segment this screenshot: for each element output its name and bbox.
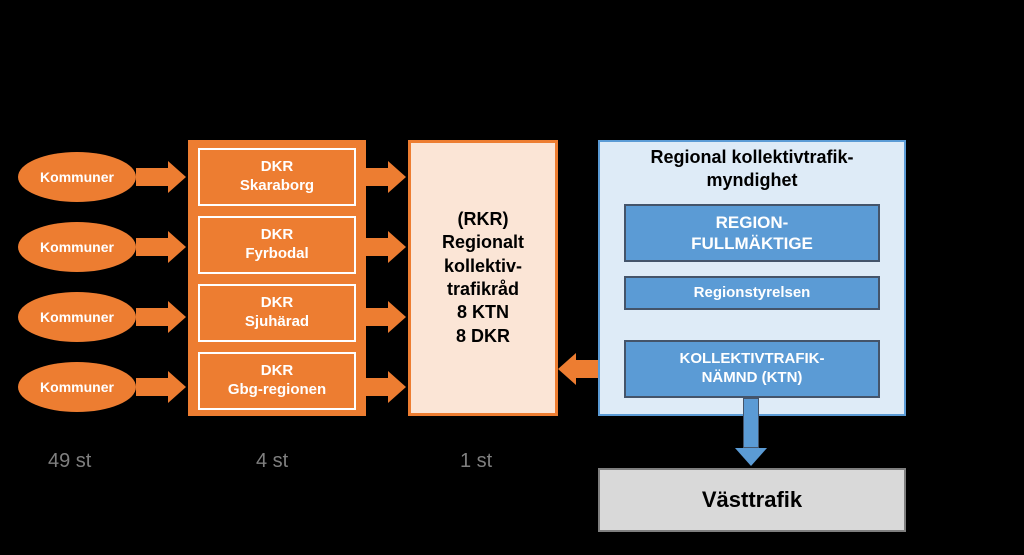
kommuner-label: Kommuner bbox=[40, 379, 114, 395]
arrow-dkr-to-rkr bbox=[366, 238, 406, 256]
kommuner-oval: Kommuner bbox=[18, 292, 136, 342]
rkr-line: 8 DKR bbox=[456, 325, 510, 348]
dkr-line1: DKR bbox=[261, 158, 294, 177]
dkr-line2: Skaraborg bbox=[240, 177, 314, 196]
rkr-line: 8 KTN bbox=[457, 301, 509, 324]
dkr-line2: Fyrbodal bbox=[245, 245, 308, 264]
region-inner-box: REGION-FULLMÄKTIGE bbox=[624, 204, 880, 262]
dkr-line1: DKR bbox=[261, 294, 294, 313]
dkr-box: DKRSkaraborg bbox=[198, 148, 356, 206]
kommuner-oval: Kommuner bbox=[18, 362, 136, 412]
count-label: 49 st bbox=[48, 450, 91, 473]
kommuner-oval: Kommuner bbox=[18, 222, 136, 272]
arrow-dkr-to-rkr bbox=[366, 378, 406, 396]
arrow-kom-to-dkr bbox=[136, 168, 186, 186]
kommuner-label: Kommuner bbox=[40, 239, 114, 255]
arrow-dkr-to-rkr bbox=[366, 168, 406, 186]
arrow-ktn-to-vasttrafik bbox=[742, 398, 760, 466]
dkr-box: DKRGbg-regionen bbox=[198, 352, 356, 410]
kommuner-label: Kommuner bbox=[40, 169, 114, 185]
rkr-line: (RKR) bbox=[458, 208, 509, 231]
rkr-box: (RKR)Regionaltkollektiv-trafikråd8 KTN8 … bbox=[408, 140, 558, 416]
region-box-line: KOLLEKTIVTRAFIK- bbox=[680, 350, 825, 369]
arrow-kom-to-dkr bbox=[136, 378, 186, 396]
dkr-line1: DKR bbox=[261, 362, 294, 381]
region-inner-box: KOLLEKTIVTRAFIK-NÄMND (KTN) bbox=[624, 340, 880, 398]
region-box-line: Regionstyrelsen bbox=[694, 284, 811, 303]
region-title-line1: Regional kollektivtrafik- bbox=[598, 146, 906, 169]
region-inner-box: Regionstyrelsen bbox=[624, 276, 880, 310]
rkr-line: kollektiv- bbox=[444, 255, 522, 278]
rkr-line: Regionalt bbox=[442, 231, 524, 254]
dkr-line2: Sjuhärad bbox=[245, 313, 309, 332]
arrow-dkr-to-rkr bbox=[366, 308, 406, 326]
region-box-line: NÄMND (KTN) bbox=[702, 369, 803, 388]
count-label: 1 st bbox=[460, 450, 492, 473]
kommuner-oval: Kommuner bbox=[18, 152, 136, 202]
dkr-line1: DKR bbox=[261, 226, 294, 245]
count-label: 4 st bbox=[256, 450, 288, 473]
region-box-line: REGION- bbox=[716, 212, 789, 233]
dkr-line2: Gbg-regionen bbox=[228, 381, 326, 400]
arrow-kom-to-dkr bbox=[136, 238, 186, 256]
arrow-kom-to-dkr bbox=[136, 308, 186, 326]
region-title: Regional kollektivtrafik-myndighet bbox=[598, 146, 906, 191]
rkr-line: trafikråd bbox=[447, 278, 519, 301]
region-title-line2: myndighet bbox=[598, 169, 906, 192]
dkr-box: DKRFyrbodal bbox=[198, 216, 356, 274]
region-box-line: FULLMÄKTIGE bbox=[691, 233, 813, 254]
dkr-box: DKRSjuhärad bbox=[198, 284, 356, 342]
vasttrafik-box: Västtrafik bbox=[598, 468, 906, 532]
vasttrafik-label: Västtrafik bbox=[702, 487, 802, 513]
kommuner-label: Kommuner bbox=[40, 309, 114, 325]
